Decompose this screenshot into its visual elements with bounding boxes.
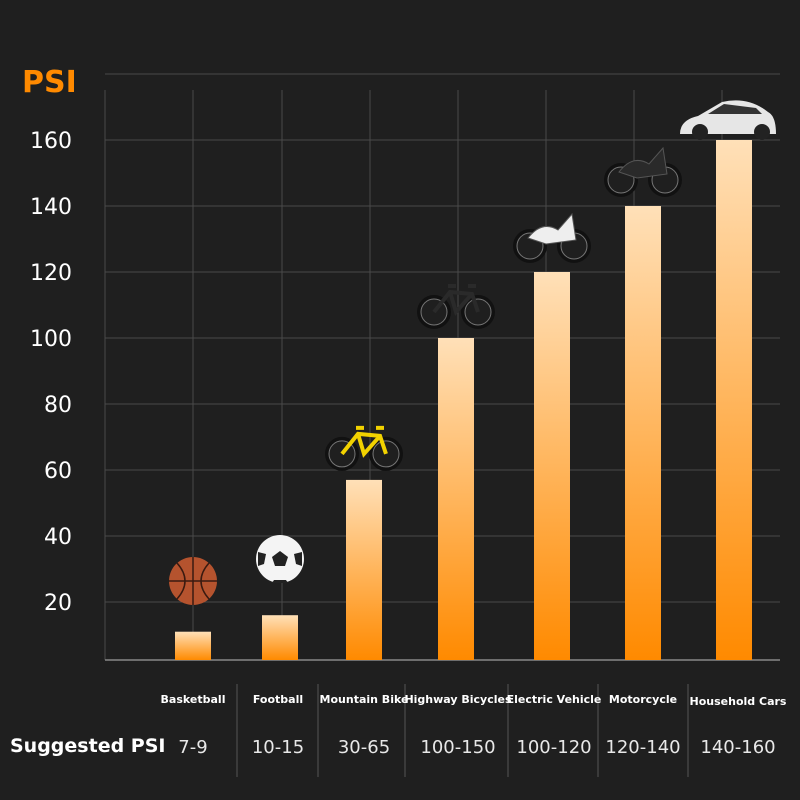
bar-motorcycle: [625, 206, 661, 660]
y-tick-label: 80: [44, 393, 72, 418]
football-icon: [256, 535, 304, 583]
road-bicycle-icon: [417, 284, 495, 329]
category-label: Football: [253, 693, 303, 706]
y-tick-label: 160: [30, 129, 72, 154]
y-tick-label: 40: [44, 525, 72, 550]
psi-range-value: 7-9: [178, 737, 207, 758]
y-tick-label: 100: [30, 327, 72, 352]
category-label: Electric Vehicle: [507, 693, 602, 706]
category-label: Mountain Bike: [320, 693, 409, 706]
category-label: Highway Bicycles: [404, 693, 512, 706]
psi-range-value: 100-150: [420, 737, 495, 758]
bar-basketball: [175, 631, 211, 660]
bar-household-cars: [716, 140, 752, 660]
category-label: Basketball: [161, 693, 226, 706]
y-tick-label: 20: [44, 591, 72, 616]
psi-range-value: 10-15: [252, 737, 304, 758]
bar-highway-bicycles: [438, 338, 474, 660]
basketball-icon: [169, 557, 217, 605]
psi-range-value: 120-140: [605, 737, 680, 758]
y-tick-label: 120: [30, 261, 72, 286]
suggested-psi-label: Suggested PSI: [10, 735, 165, 757]
chart-title: PSI: [22, 65, 77, 100]
car-icon: [680, 100, 776, 140]
y-tick-label: 140: [30, 195, 72, 220]
category-label: Motorcycle: [609, 693, 677, 706]
electric-scooter-icon: [513, 212, 591, 263]
bar-football: [262, 615, 298, 660]
psi-range-value: 30-65: [338, 737, 390, 758]
motorcycle-icon: [604, 146, 682, 197]
psi-range-value: 100-120: [516, 737, 591, 758]
bar-mountain-bike: [346, 479, 382, 660]
mountain-bike-icon: [325, 425, 403, 471]
y-tick-label: 60: [44, 459, 72, 484]
bar-electric-vehicle: [534, 272, 570, 660]
psi-range-value: 140-160: [700, 737, 775, 758]
category-label: Household Cars: [690, 695, 787, 708]
